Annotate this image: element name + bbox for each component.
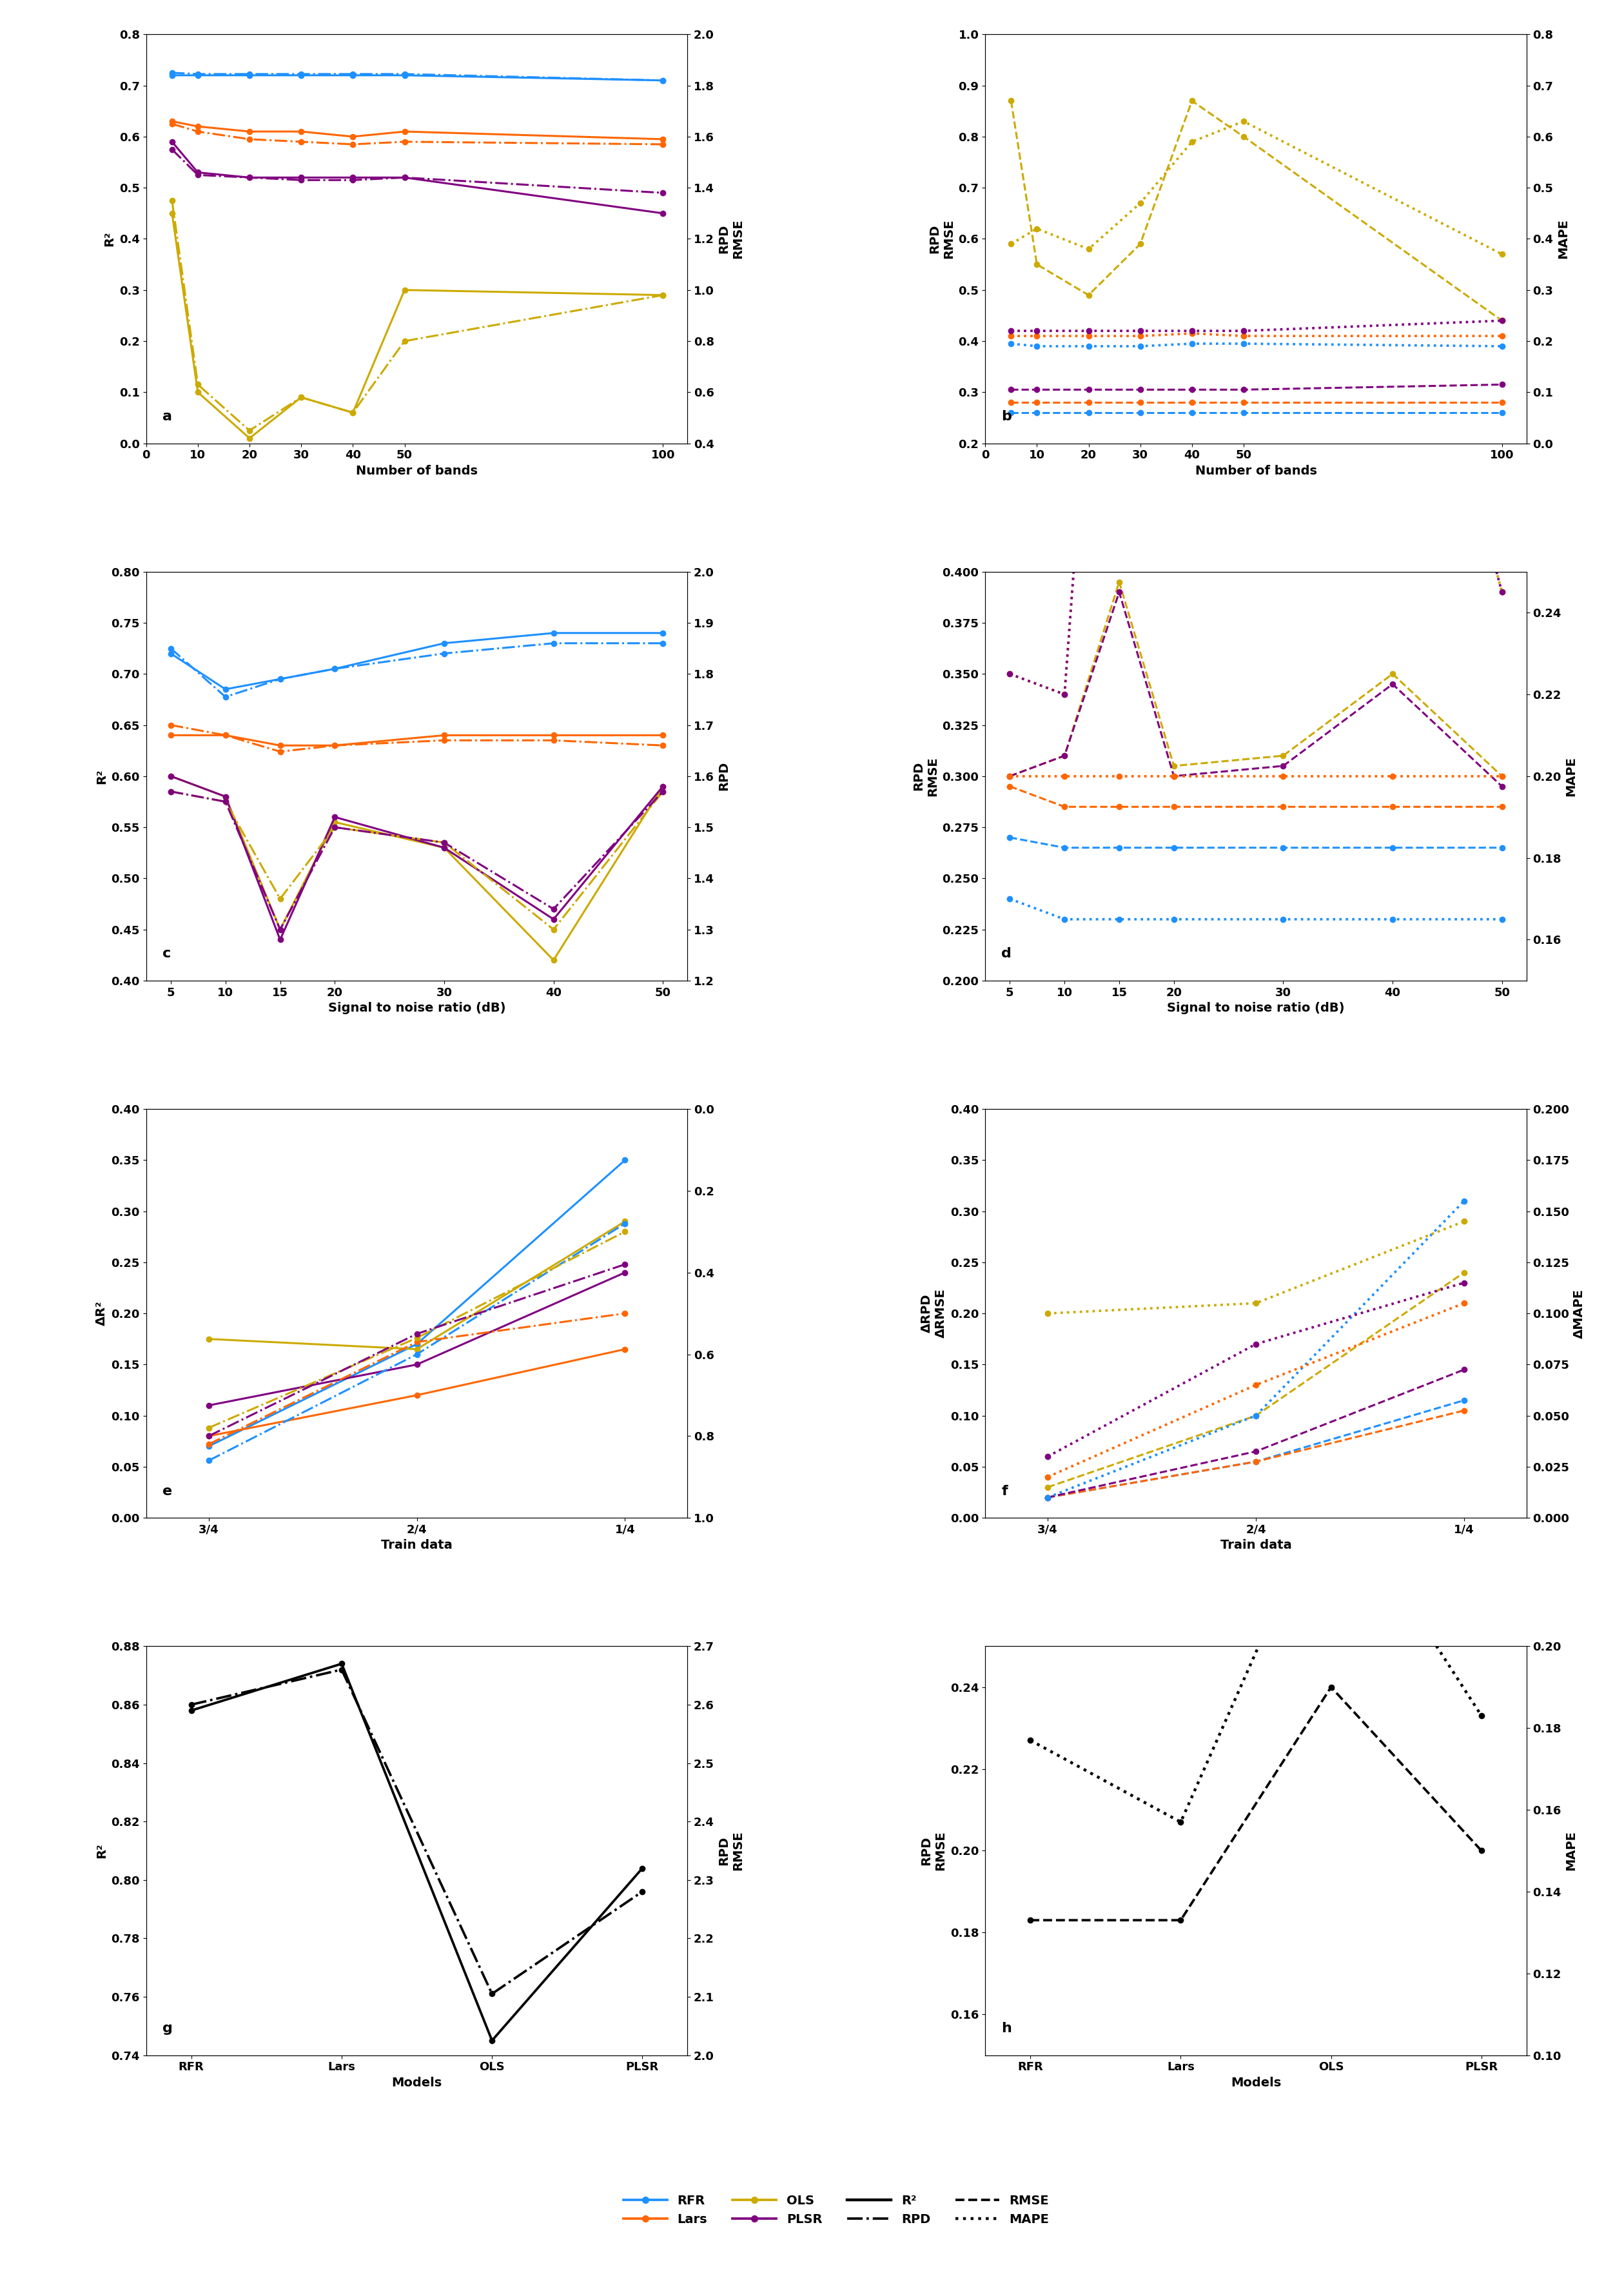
Y-axis label: ΔR²: ΔR² [96, 1301, 107, 1326]
Legend: RFR, Lars, OLS, PLSR, R², RPD, RMSE, MAPE: RFR, Lars, OLS, PLSR, R², RPD, RMSE, MAP… [619, 2191, 1054, 2230]
X-axis label: Models: Models [1231, 2076, 1281, 2090]
Y-axis label: RPD
RMSE: RPD RMSE [921, 1831, 947, 1870]
Y-axis label: RPD
RMSE: RPD RMSE [718, 1831, 744, 1870]
Text: b: b [1002, 411, 1012, 422]
Text: e: e [162, 1484, 172, 1498]
Text: g: g [162, 2021, 172, 2035]
Y-axis label: MAPE: MAPE [1566, 757, 1577, 796]
X-axis label: Models: Models [391, 2076, 442, 2090]
Text: a: a [162, 411, 172, 422]
Y-axis label: RPD
RMSE: RPD RMSE [929, 218, 955, 259]
Y-axis label: ΔRPD
ΔRMSE: ΔRPD ΔRMSE [921, 1289, 947, 1337]
Y-axis label: MAPE: MAPE [1566, 1831, 1577, 1870]
Y-axis label: RPD
RMSE: RPD RMSE [913, 757, 939, 796]
Text: d: d [1002, 947, 1012, 961]
Y-axis label: R²: R² [104, 232, 115, 245]
Y-axis label: RPD
RMSE: RPD RMSE [718, 218, 744, 259]
X-axis label: Signal to noise ratio (dB): Signal to noise ratio (dB) [328, 1002, 505, 1014]
Text: c: c [162, 947, 171, 961]
Y-axis label: R²: R² [96, 768, 107, 785]
X-axis label: Number of bands: Number of bands [356, 466, 477, 477]
X-axis label: Signal to noise ratio (dB): Signal to noise ratio (dB) [1168, 1002, 1345, 1014]
X-axis label: Train data: Train data [382, 1539, 453, 1551]
Text: h: h [1002, 2021, 1012, 2035]
X-axis label: Train data: Train data [1220, 1539, 1291, 1551]
Text: f: f [1002, 1484, 1007, 1498]
Y-axis label: MAPE: MAPE [1557, 218, 1569, 259]
Y-axis label: ΔMAPE: ΔMAPE [1574, 1289, 1585, 1337]
Y-axis label: R²: R² [96, 1842, 107, 1858]
Y-axis label: RPD: RPD [718, 762, 731, 791]
X-axis label: Number of bands: Number of bands [1195, 466, 1317, 477]
